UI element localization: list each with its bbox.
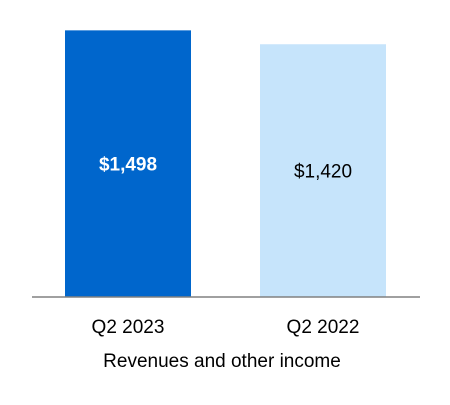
bars-layer <box>65 30 386 298</box>
bar-q2-2023 <box>65 30 191 298</box>
value-label-q2-2023: $1,498 <box>99 155 157 176</box>
bar-q2-2022 <box>260 44 386 297</box>
x-tick-label-q2-2022: Q2 2022 <box>287 317 360 338</box>
value-label-q2-2022: $1,420 <box>294 162 352 183</box>
labels-layer: $1,498 Q2 2023 $1,420 Q2 2022 <box>92 155 360 338</box>
x-tick-label-q2-2023: Q2 2023 <box>92 317 165 338</box>
x-axis-title: Revenues and other income <box>103 351 341 372</box>
